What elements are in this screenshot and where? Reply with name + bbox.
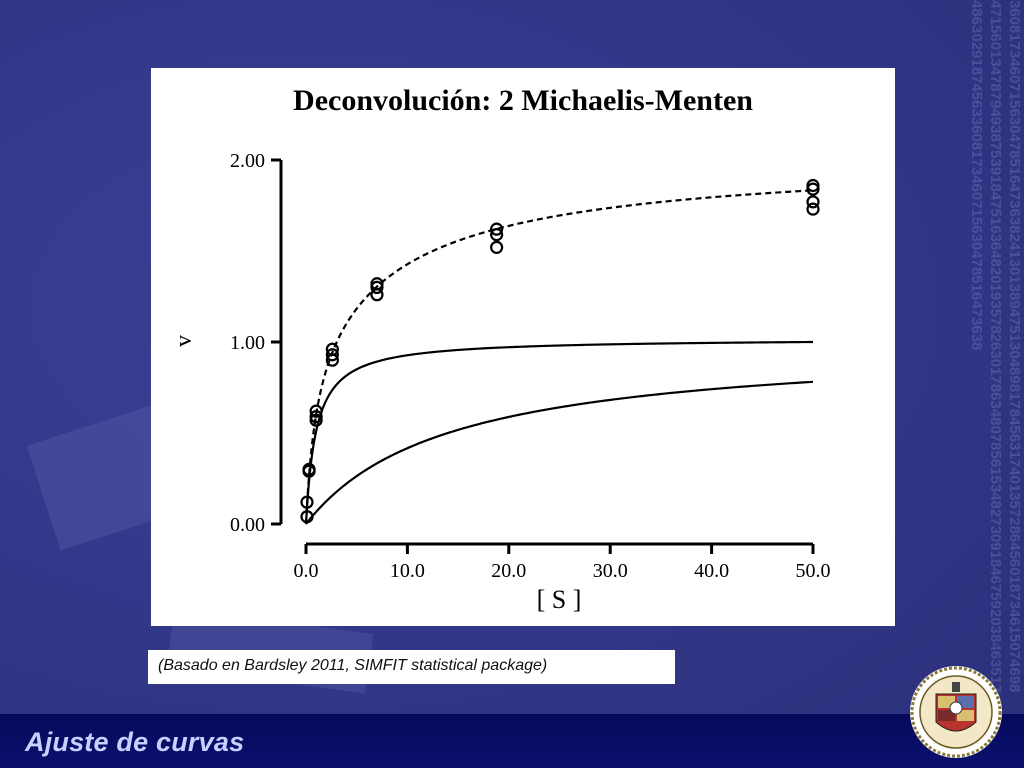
footer-bar: [0, 714, 1024, 768]
y-axis-label: v: [171, 335, 197, 347]
data-point: [806, 195, 820, 209]
data-point: [490, 222, 504, 236]
data-points: [300, 178, 820, 524]
y-tick-label: 1.00: [230, 332, 265, 354]
axes: 0.00 1.00 2.00 0.0 10.0 20.0 30.0 40.0 50.0: [230, 150, 831, 582]
component-curve-1: [304, 340, 814, 525]
x-tick-label: 40.0: [694, 560, 729, 582]
data-point: [300, 510, 314, 524]
y-tick-label: 2.00: [230, 150, 265, 172]
data-point: [325, 348, 339, 362]
data-point: [302, 462, 316, 476]
fit-curves: [304, 189, 814, 525]
data-point: [806, 178, 820, 193]
data-point: [325, 342, 339, 356]
x-tick-label: 0.0: [294, 560, 319, 582]
total-fit-curve: [304, 189, 814, 525]
background-number-texture: 3608173460715630478516473638241301389475…: [968, 0, 1023, 693]
y-tick-label: 0.00: [230, 514, 265, 536]
chart-title: Deconvolución: 2 Michaelis-Menten: [293, 84, 753, 117]
caption-text: (Basado en Bardsley 2011, SIMFIT statist…: [158, 657, 548, 674]
x-tick-label: 10.0: [390, 560, 425, 582]
caption-box: (Basado en Bardsley 2011, SIMFIT statist…: [148, 650, 675, 684]
data-point: [309, 404, 323, 418]
data-point: [300, 495, 314, 509]
data-point: [806, 202, 820, 216]
data-point: [309, 410, 323, 424]
chart-panel: Deconvolución: 2 Michaelis-Menten v [ S …: [151, 68, 895, 626]
university-seal-logo: [910, 666, 1002, 758]
x-tick-label: 20.0: [491, 560, 526, 582]
data-point: [370, 277, 384, 291]
slide-footer-title: Ajuste de curvas: [25, 727, 245, 757]
x-tick-label: 30.0: [593, 560, 628, 582]
chart: Deconvolución: 2 Michaelis-Menten v [ S …: [171, 84, 831, 614]
x-tick-label: 50.0: [796, 560, 831, 582]
component-curve-2: [305, 380, 814, 525]
x-axis-label: [ S ]: [537, 585, 582, 614]
data-point: [490, 228, 504, 242]
data-point: [490, 240, 504, 254]
